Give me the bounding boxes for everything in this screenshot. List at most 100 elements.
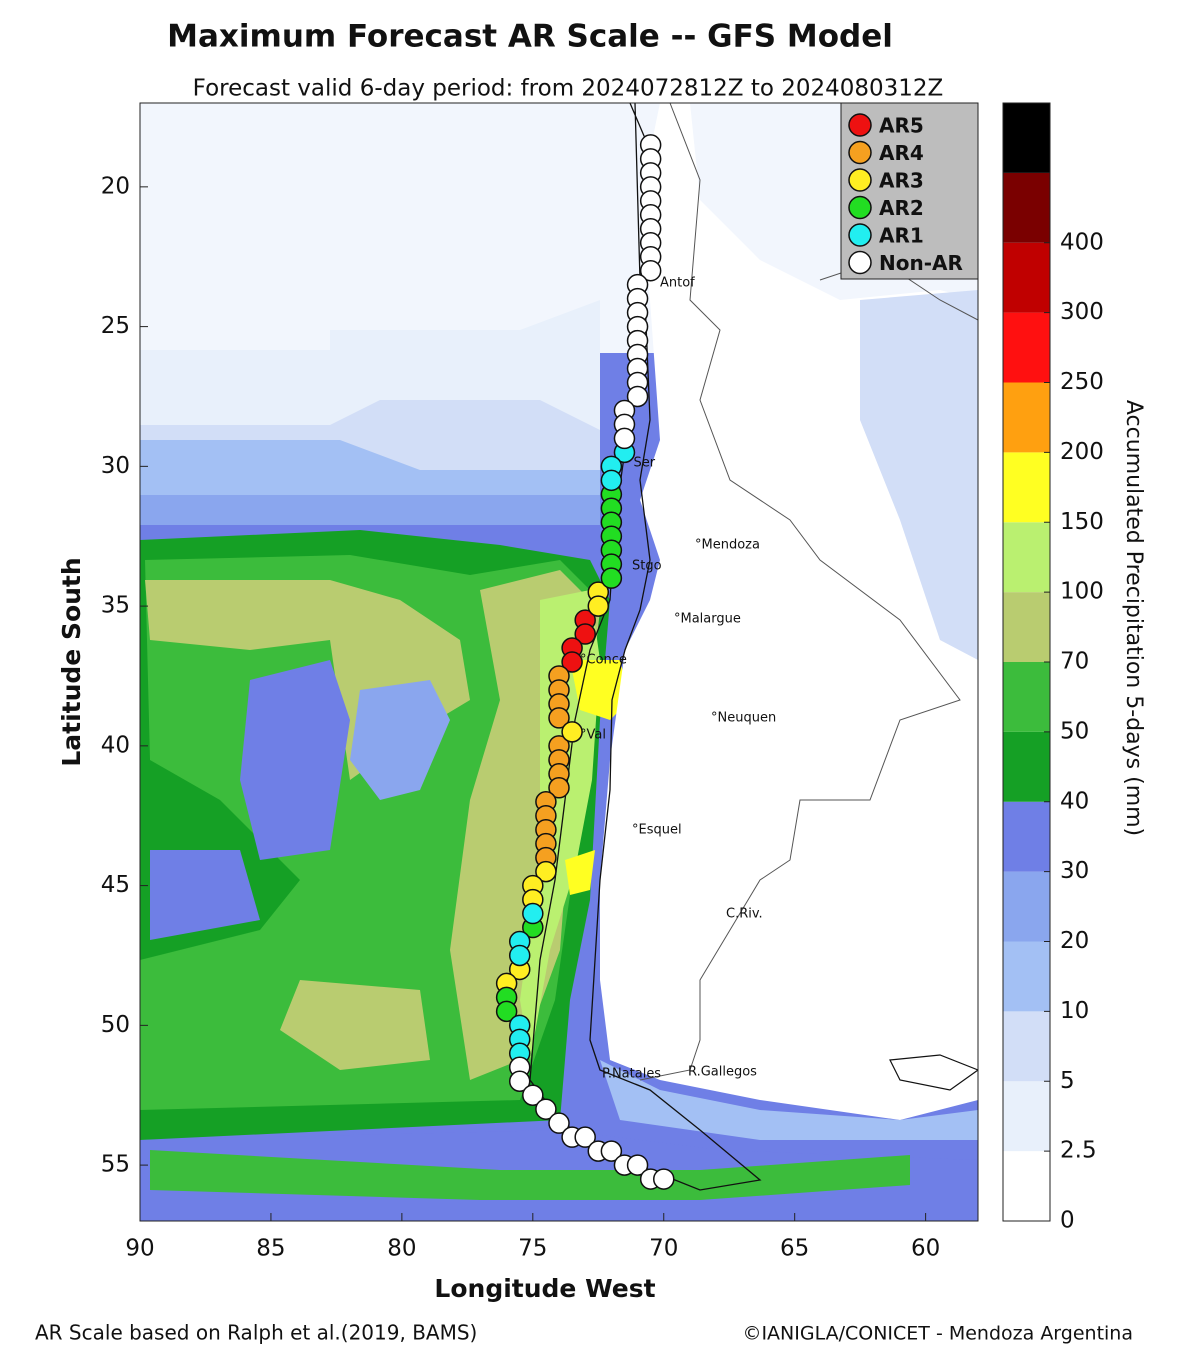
- legend-marker: [848, 140, 872, 165]
- colorbar-tick-label: 200: [1060, 439, 1104, 465]
- colorbar-segment: [1003, 801, 1050, 872]
- ar-point: [626, 385, 649, 408]
- colorbar-segment: [1003, 871, 1050, 942]
- colorbar-segment: [1003, 592, 1050, 662]
- ar-point: [587, 595, 610, 617]
- colorbar-tick-label: 70: [1060, 649, 1089, 675]
- ar-point: [495, 1000, 518, 1023]
- legend-label: AR1: [879, 224, 924, 248]
- precipitation-field: [140, 103, 978, 1221]
- legend-marker: [848, 223, 872, 247]
- ar-point: [508, 944, 531, 967]
- colorbar-segment: [1003, 731, 1050, 802]
- colorbar-tick-label: 50: [1060, 718, 1089, 744]
- place-label: °Neuquen: [711, 711, 776, 726]
- chart-title: Maximum Forecast AR Scale -- GFS Model: [167, 19, 893, 55]
- y-tick-label: 20: [101, 173, 130, 199]
- colorbar-segment: [1003, 242, 1050, 313]
- x-tick-label: 65: [780, 1236, 809, 1262]
- legend-label: AR4: [879, 141, 924, 165]
- ar-point: [600, 469, 623, 492]
- colorbar-segment: [1003, 522, 1050, 593]
- colorbar-tick-label: 150: [1060, 509, 1104, 535]
- x-tick-label: 85: [256, 1236, 285, 1262]
- legend-label: AR2: [879, 196, 924, 220]
- y-tick-label: 30: [101, 453, 130, 479]
- colorbar-tick-label: 30: [1060, 858, 1089, 884]
- legend-marker: [848, 250, 872, 275]
- place-label: R.Gallegos: [688, 1065, 757, 1080]
- place-label: Antof: [660, 276, 695, 291]
- place-label: °Esquel: [632, 823, 682, 838]
- colorbar-segment: [1003, 662, 1050, 732]
- colorbar-tick-label: 100: [1060, 579, 1104, 605]
- y-tick-label: 45: [101, 872, 130, 898]
- colorbar-tick-label: 250: [1060, 369, 1104, 395]
- colorbar-label: Accumulated Precipitation 5-days (mm): [1121, 400, 1146, 836]
- map-frame: [139, 102, 979, 1222]
- ar-point: [548, 707, 570, 729]
- ar-point: [626, 1154, 649, 1176]
- colorbar-tick-label: 5: [1060, 1068, 1075, 1094]
- colorbar-segment: [1003, 382, 1050, 453]
- legend-marker: [848, 113, 872, 137]
- ar-point: [548, 777, 570, 799]
- y-axis-label: Latitude South: [57, 557, 86, 766]
- y-tick-label: 35: [101, 593, 130, 619]
- ar-point: [561, 721, 583, 743]
- place-label: °Mendoza: [695, 538, 760, 553]
- colorbar-tick-label: 20: [1060, 928, 1089, 954]
- legend-marker: [848, 168, 872, 192]
- colorbar-segment: [1003, 1151, 1050, 1221]
- legend-marker: [848, 195, 872, 220]
- legend-label: AR3: [879, 169, 924, 193]
- y-tick-label: 25: [101, 313, 130, 339]
- ar-point: [535, 1098, 557, 1120]
- colorbar-segment: [1003, 172, 1050, 243]
- place-label: °Ser: [627, 456, 656, 471]
- ar-point: [548, 1112, 570, 1134]
- colorbar-tick-label: 10: [1060, 998, 1089, 1024]
- chart-subtitle: Forecast valid 6-day period: from 202407…: [193, 76, 944, 102]
- y-tick-label: 55: [101, 1152, 130, 1178]
- ar-point: [561, 651, 583, 673]
- colorbar-segment: [1003, 941, 1050, 1012]
- colorbar-segment: [1003, 103, 1050, 173]
- ar-point: [508, 1070, 531, 1092]
- colorbar-tick-label: 2.5: [1060, 1138, 1097, 1164]
- x-tick-label: 60: [911, 1236, 940, 1262]
- x-tick-label: 80: [387, 1236, 416, 1262]
- ar-point: [600, 1140, 623, 1162]
- x-tick-label: 90: [125, 1236, 154, 1262]
- place-label: C.Riv.: [726, 907, 763, 922]
- x-axis-label: Longitude West: [434, 1274, 655, 1303]
- colorbar-tick-label: 40: [1060, 788, 1089, 814]
- legend-label: Non-AR: [879, 251, 963, 275]
- colorbar-tick-label: 0: [1060, 1208, 1075, 1234]
- colorbar-segment: [1003, 1011, 1050, 1082]
- colorbar-segment: [1003, 452, 1050, 523]
- footer-right: ©IANIGLA/CONICET - Mendoza Argentina: [742, 1323, 1133, 1345]
- x-tick-label: 75: [518, 1236, 547, 1262]
- ar-point: [600, 567, 623, 589]
- footer-left: AR Scale based on Ralph et al.(2019, BAM…: [35, 1321, 477, 1345]
- colorbar-segment: [1003, 1081, 1050, 1152]
- legend-label: AR5: [879, 114, 924, 138]
- colorbar-segment: [1003, 312, 1050, 383]
- y-tick-label: 50: [101, 1012, 130, 1038]
- place-label: °Val: [580, 728, 606, 743]
- place-label: Stgo: [632, 559, 662, 574]
- ar-point: [574, 1126, 596, 1148]
- ar-point: [639, 259, 662, 282]
- ar-point: [522, 902, 544, 925]
- x-tick-label: 70: [649, 1236, 678, 1262]
- colorbar-tick-label: 300: [1060, 299, 1104, 325]
- ar-point: [574, 623, 596, 645]
- place-label: °Conce: [580, 653, 627, 668]
- ar-point: [653, 1168, 675, 1190]
- colorbar-tick-label: 400: [1060, 229, 1104, 255]
- ar-point: [613, 427, 636, 450]
- ar-point: [522, 1084, 544, 1106]
- place-label: P.Natales: [602, 1067, 661, 1082]
